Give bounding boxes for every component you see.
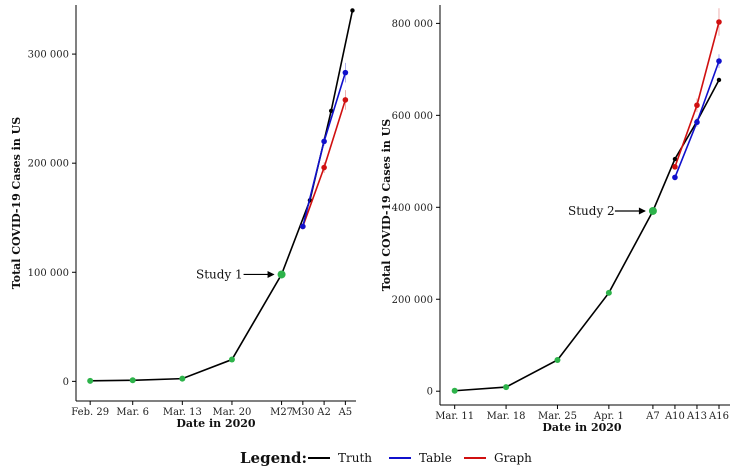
- x-tick-label: Mar. 25: [538, 411, 577, 422]
- x-tick-label: A10: [664, 411, 685, 422]
- chart-panel-study-2: 0 200 000 400 000 600 000 800 000 Mar. 11 Mar.…: [380, 5, 730, 434]
- table-point: [694, 119, 700, 126]
- y-axis-title: Total COVID-19 Cases in US: [10, 117, 23, 289]
- legend: Legend: Truth Table Graph: [240, 449, 532, 467]
- y-tick-label: 100 000: [28, 268, 69, 279]
- chart-panel-study-1: 0 100 000 200 000 300 000 Feb. 29 Mar. 6 Mar. …: [10, 5, 356, 430]
- y-tick-label: 200 000: [28, 159, 69, 170]
- legend-label-graph: Graph: [494, 451, 532, 465]
- table-point: [672, 174, 678, 181]
- study-point: [228, 356, 235, 363]
- x-tick-label: A2: [316, 407, 331, 418]
- truth-series-line: [454, 79, 720, 392]
- graph-point: [342, 97, 349, 103]
- table-point: [716, 58, 722, 64]
- truth-point: [350, 8, 355, 13]
- legend-title: Legend:: [240, 449, 307, 467]
- annotation-label: Study 1: [196, 267, 243, 281]
- study-point: [277, 270, 286, 279]
- truth-point: [716, 77, 722, 83]
- study-point: [605, 289, 612, 296]
- x-axis-title: Date in 2020: [176, 417, 256, 430]
- table-series-line: [302, 72, 347, 227]
- annotation-label: Study 2: [568, 204, 615, 218]
- x-tick-label: Mar. 13: [163, 407, 202, 418]
- y-tick-label: 200 000: [392, 295, 433, 306]
- x-tick-label: M30: [291, 407, 314, 418]
- study-point: [648, 206, 657, 215]
- graph-point: [672, 164, 678, 170]
- table-point: [300, 223, 306, 230]
- annotation-arrow-head: [267, 270, 275, 278]
- table-point: [321, 138, 327, 145]
- x-tick-label: Mar. 20: [212, 407, 251, 418]
- truth-series-line: [90, 10, 354, 382]
- x-tick-label: A13: [686, 411, 707, 422]
- x-tick-label: A16: [708, 411, 729, 422]
- study-point: [554, 356, 561, 363]
- graph-series-line: [674, 21, 720, 168]
- y-tick-label: 600 000: [392, 111, 433, 122]
- annotation-arrow-head: [638, 207, 646, 215]
- study-point: [451, 387, 458, 394]
- x-tick-label: A7: [645, 411, 660, 422]
- graph-point: [321, 164, 327, 171]
- truth-point: [328, 108, 334, 114]
- x-tick-label: M27: [270, 407, 293, 418]
- legend-label-truth: Truth: [338, 451, 372, 465]
- graph-point: [694, 102, 700, 109]
- y-tick-label: 0: [427, 387, 433, 398]
- x-tick-label: Mar. 11: [435, 411, 474, 422]
- study-point: [129, 377, 136, 384]
- y-axis-title: Total COVID-19 Cases in US: [380, 119, 393, 291]
- graph-point: [716, 19, 722, 25]
- study-point: [179, 375, 186, 382]
- y-tick-label: 0: [63, 377, 69, 388]
- x-tick-label: Mar. 6: [116, 407, 149, 418]
- truth-point: [672, 156, 678, 162]
- x-tick-label: Feb. 29: [71, 407, 109, 418]
- table-point: [342, 69, 349, 76]
- legend-label-table: Table: [419, 451, 452, 465]
- y-tick-label: 300 000: [28, 50, 69, 61]
- x-tick-label: A5: [338, 407, 353, 418]
- study-point: [503, 384, 510, 391]
- study-point: [87, 377, 94, 384]
- x-tick-label: Apr. 1: [593, 411, 624, 422]
- y-tick-label: 800 000: [392, 19, 433, 30]
- y-tick-label: 400 000: [392, 203, 433, 214]
- x-axis-title: Date in 2020: [542, 421, 622, 434]
- x-tick-label: Mar. 18: [487, 411, 526, 422]
